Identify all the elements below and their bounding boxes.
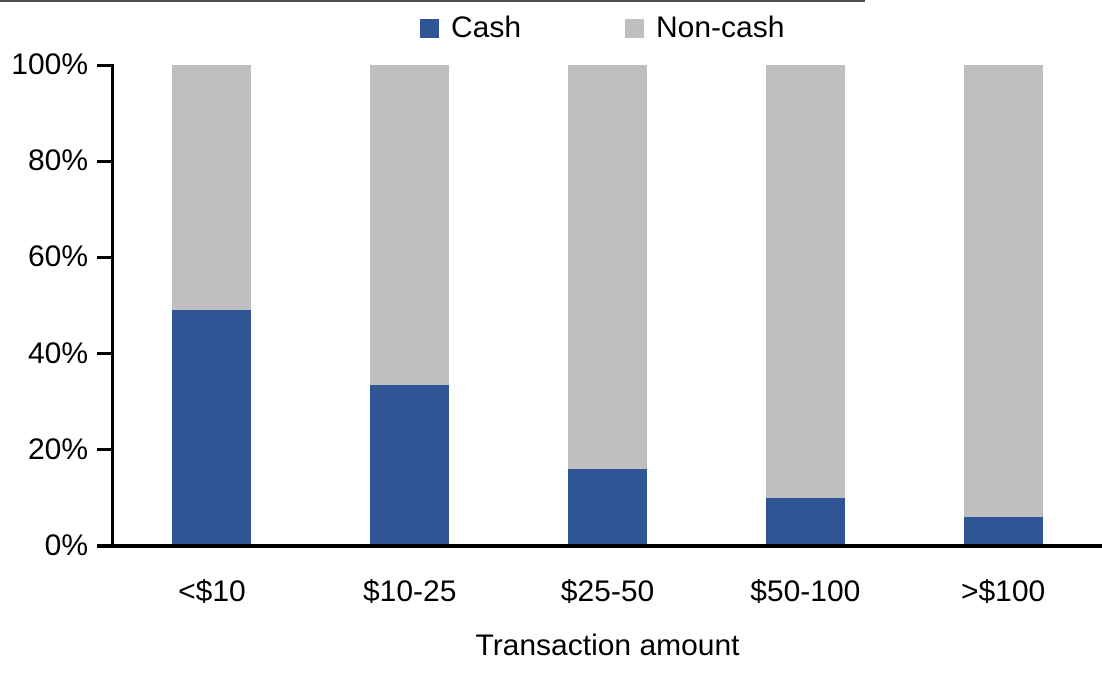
noncash-legend-swatch-icon xyxy=(625,18,644,38)
y-tick-mark xyxy=(97,448,113,452)
x-category-label: $25-50 xyxy=(560,575,655,608)
y-tick-label: 0% xyxy=(44,529,88,562)
y-tick-mark xyxy=(97,159,113,163)
y-tick-mark xyxy=(97,255,113,259)
x-category-label: $10-25 xyxy=(362,575,457,608)
x-axis-line xyxy=(97,544,1102,548)
top-border-line xyxy=(0,0,865,2)
x-axis-title: Transaction amount xyxy=(475,629,740,662)
legend-item-noncash: Non-cash xyxy=(625,12,784,44)
y-tick-label: 60% xyxy=(27,240,88,274)
legend-item-cash: Cash xyxy=(420,12,521,44)
bar-segment-non-cash-3 xyxy=(765,65,845,498)
y-tick-mark xyxy=(97,352,113,356)
bar-segment-cash-2 xyxy=(568,469,647,546)
cash-legend-swatch-icon xyxy=(420,18,439,38)
bar-segment-cash-0 xyxy=(172,310,252,546)
noncash-legend-label: Non-cash xyxy=(656,11,785,44)
x-category-label: $50-100 xyxy=(750,575,861,608)
x-category-label: >$100 xyxy=(960,575,1046,608)
y-tick-label: 80% xyxy=(27,144,88,178)
y-tick-label: 20% xyxy=(27,432,88,466)
y-axis-line xyxy=(111,64,114,548)
y-tick-label: 40% xyxy=(27,336,88,370)
bar-segment-non-cash-2 xyxy=(568,65,647,470)
x-category-label: <$10 xyxy=(178,575,246,608)
bar-segment-non-cash-4 xyxy=(963,65,1043,518)
y-tick-label: 100% xyxy=(11,48,88,81)
cash-legend-label: Cash xyxy=(451,11,522,44)
bar-segment-cash-4 xyxy=(963,517,1043,546)
y-tick-mark xyxy=(97,63,113,67)
bar-segment-non-cash-0 xyxy=(172,65,252,311)
bar-segment-cash-1 xyxy=(370,384,450,546)
bar-segment-cash-3 xyxy=(765,497,845,546)
bar-segment-non-cash-1 xyxy=(370,65,450,385)
